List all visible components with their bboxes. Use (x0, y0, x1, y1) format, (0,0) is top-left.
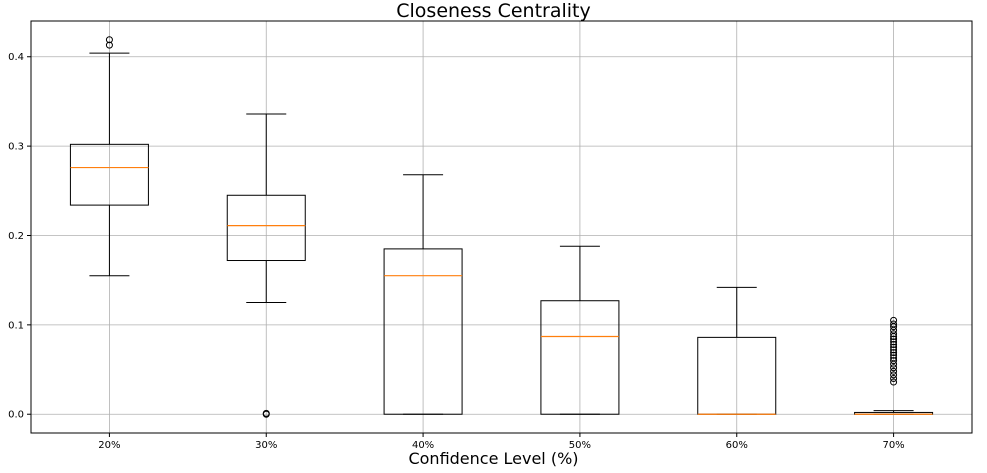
outlier-point (890, 349, 898, 357)
plot-frame (30, 20, 973, 434)
x-tick-label: 60% (726, 440, 748, 451)
box-50% (540, 300, 620, 415)
box-30% (226, 194, 306, 262)
outlier-point (890, 346, 898, 354)
outlier-point (105, 41, 113, 49)
box-40% (383, 248, 463, 415)
x-axis-label: Confidence Level (%) (408, 449, 579, 468)
outlier-point (262, 409, 270, 417)
outlier-point (890, 330, 898, 338)
outlier-point (890, 367, 898, 375)
x-tick-label: 50% (569, 440, 591, 451)
y-tick-label: 0.3 (8, 142, 24, 153)
plot-area (31, 21, 972, 433)
outlier-point (890, 357, 898, 365)
outlier-point (890, 341, 898, 349)
chart-title: Closeness Centrality (396, 0, 591, 22)
outlier-point (890, 335, 898, 343)
outlier-point (890, 351, 898, 359)
x-tick-label: 40% (412, 440, 434, 451)
box-20% (69, 143, 149, 206)
y-tick-label: 0.0 (8, 410, 24, 421)
outlier-point (890, 374, 898, 382)
outlier-point (890, 343, 898, 351)
y-tick-label: 0.4 (8, 52, 24, 63)
y-tick-label: 0.2 (8, 231, 24, 242)
outlier-point (890, 316, 898, 324)
outlier-point (890, 338, 898, 346)
outlier-point (890, 371, 898, 379)
x-tick-label: 20% (98, 440, 120, 451)
x-tick-label: 30% (255, 440, 277, 451)
x-tick-label: 70% (882, 440, 904, 451)
outlier-point (890, 364, 898, 372)
outlier-point (890, 354, 898, 362)
y-tick-label: 0.1 (8, 320, 24, 331)
outlier-point (105, 36, 113, 44)
outlier-point (890, 378, 898, 386)
outlier-point (890, 320, 898, 328)
